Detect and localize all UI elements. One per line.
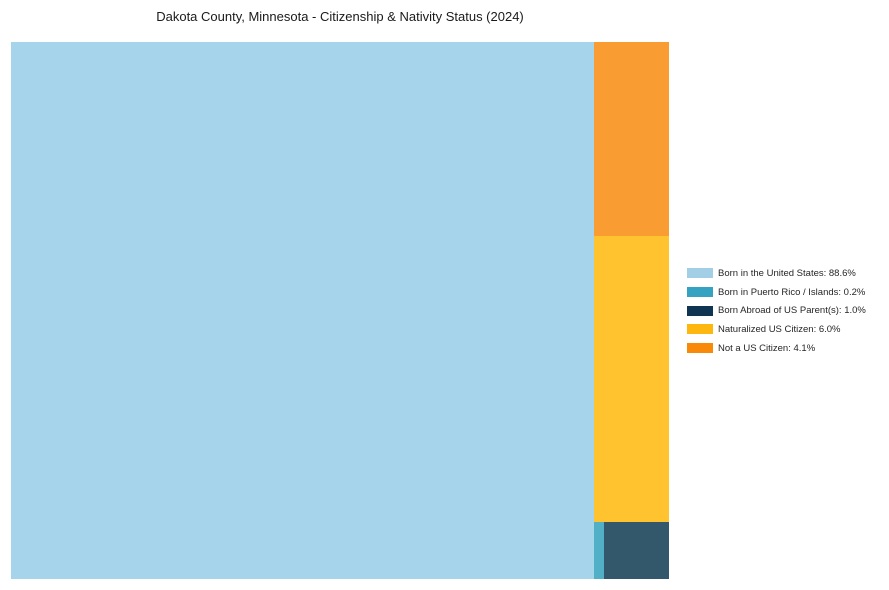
- legend-label: Naturalized US Citizen: 6.0%: [718, 323, 841, 335]
- legend-swatch: [687, 324, 713, 335]
- legend-label: Born Abroad of US Parent(s): 1.0%: [718, 305, 866, 317]
- treemap-rect: [593, 42, 669, 237]
- legend: Born in the United States: 88.6% Born in …: [687, 264, 866, 357]
- legend-swatch: [687, 305, 713, 316]
- chart-title: Dakota County, Minnesota - Citizenship &…: [156, 9, 524, 24]
- legend-row: Not a US Citizen: 4.1%: [687, 339, 866, 358]
- legend-row: Born in Puerto Rico / Islands: 0.2%: [687, 283, 866, 302]
- treemap-rect: [11, 42, 594, 579]
- treemap-rect: [593, 236, 669, 523]
- legend-label: Born in the United States: 88.6%: [718, 267, 856, 279]
- legend-row: Born Abroad of US Parent(s): 1.0%: [687, 301, 866, 320]
- treemap-rect: [603, 522, 669, 579]
- legend-swatch: [687, 287, 713, 298]
- legend-swatch: [687, 343, 713, 354]
- treemap-plot: [11, 42, 669, 579]
- legend-row: Naturalized US Citizen: 6.0%: [687, 320, 866, 339]
- legend-label: Born in Puerto Rico / Islands: 0.2%: [718, 286, 866, 298]
- legend-swatch: [687, 268, 713, 279]
- treemap-rect: [593, 522, 604, 579]
- legend-label: Not a US Citizen: 4.1%: [718, 342, 816, 354]
- legend-row: Born in the United States: 88.6%: [687, 264, 866, 283]
